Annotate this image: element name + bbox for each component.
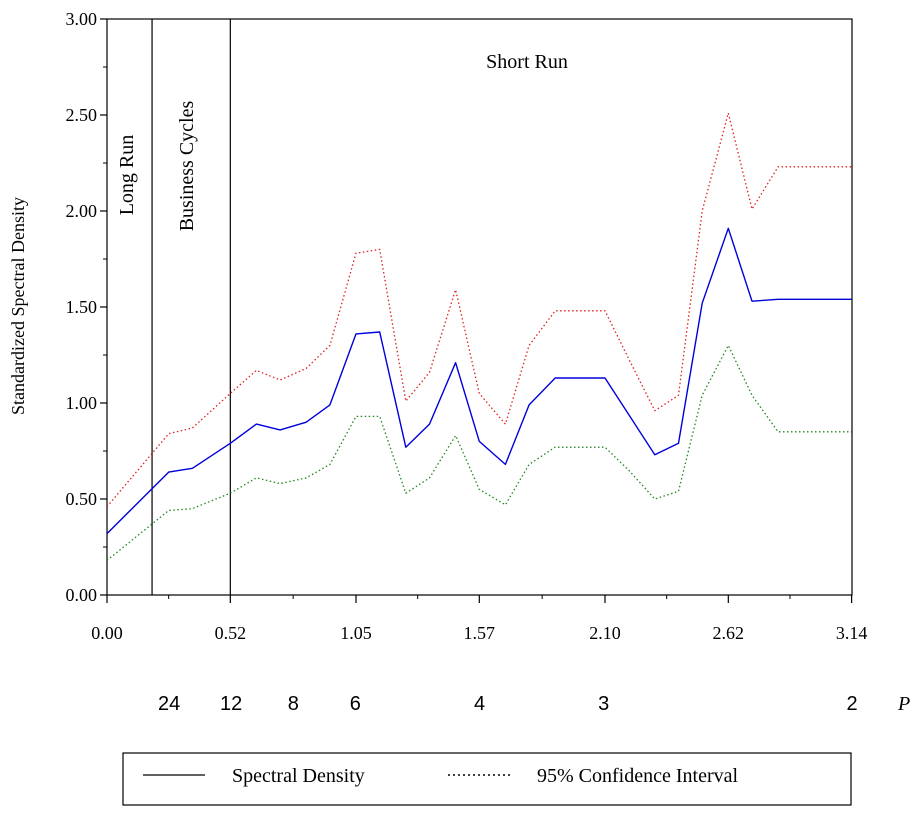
y-tick-label: 0.50 — [66, 489, 98, 509]
legend-box — [122, 752, 852, 806]
y-tick-label: 0.00 — [66, 585, 98, 605]
y-tick-label: 2.00 — [66, 201, 98, 221]
y-tick-label: 3.00 — [66, 9, 98, 29]
period-tick-label: 2 — [846, 693, 857, 715]
y-tick-label: 2.50 — [66, 105, 98, 125]
period-axis: 24 12 8 6 4 3 2 — [158, 693, 858, 715]
period-tick-label: 6 — [350, 693, 361, 715]
plot-area — [106, 18, 853, 596]
legend: Spectral Density 95% Confidence Interval — [122, 752, 852, 806]
y-tick-label: 1.00 — [66, 393, 98, 413]
period-tick-label: 24 — [158, 693, 180, 715]
series-line-ci-upper — [106, 112, 852, 508]
series-line-spectral-density — [106, 227, 852, 535]
x-tick-label: 1.05 — [340, 623, 372, 643]
period-tick-label: 3 — [598, 693, 609, 715]
legend-label-confidence-interval: 95% Confidence Interval — [537, 765, 738, 787]
y-axis: 0.00 0.50 1.00 1.50 2.00 2.50 3.00 — [66, 9, 107, 605]
period-tick-label: 8 — [288, 693, 299, 715]
region-label-business-cycles: Business Cycles — [176, 101, 198, 232]
x-tick-label: 0.52 — [215, 623, 247, 643]
series-line-ci-lower — [106, 344, 852, 561]
period-tick-label: 12 — [220, 693, 242, 715]
period-axis-label: P — [897, 693, 910, 715]
legend-label-spectral-density: Spectral Density — [232, 765, 365, 787]
x-tick-label: 0.00 — [91, 623, 123, 643]
plot-frame — [106, 18, 853, 596]
x-tick-label: 1.57 — [464, 623, 496, 643]
y-tick-label: 1.50 — [66, 297, 98, 317]
period-tick-label: 4 — [474, 693, 485, 715]
x-axis: 0.00 0.52 1.05 1.57 2.10 2.62 3.14 — [91, 595, 867, 643]
x-tick-label: 2.10 — [589, 623, 621, 643]
region-label-short-run: Short Run — [486, 51, 568, 73]
x-tick-label: 2.62 — [713, 623, 745, 643]
y-axis-label: Standardized Spectral Density — [8, 197, 28, 415]
series-layer — [106, 112, 852, 561]
region-boundaries — [151, 19, 231, 595]
region-label-long-run: Long Run — [116, 135, 138, 216]
x-tick-label: 3.14 — [836, 623, 868, 643]
